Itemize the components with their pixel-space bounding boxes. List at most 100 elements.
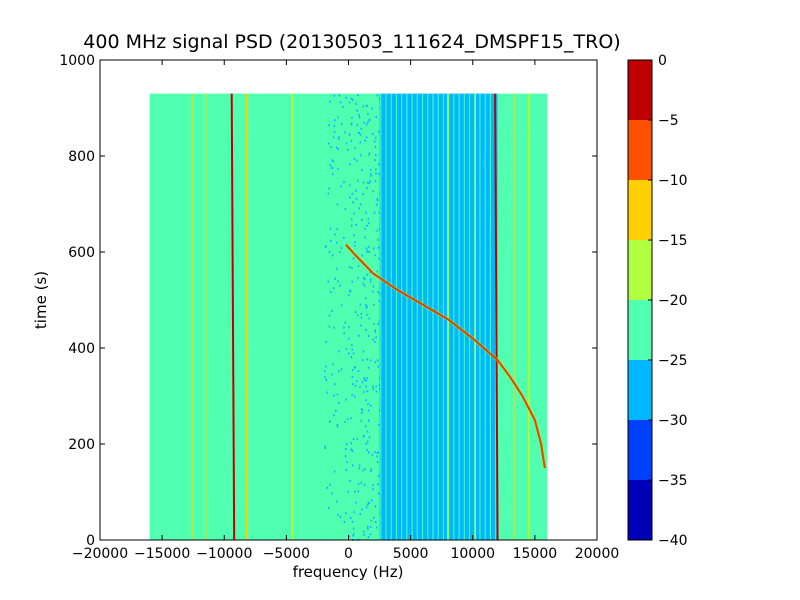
speckle bbox=[367, 504, 369, 507]
speckle bbox=[351, 266, 353, 269]
colorbar-tick-label: −25 bbox=[658, 353, 688, 369]
speckle bbox=[351, 192, 354, 195]
speckle bbox=[378, 257, 380, 260]
colorbar-block bbox=[628, 300, 652, 360]
speckle bbox=[364, 236, 366, 239]
speckle bbox=[333, 326, 335, 329]
speckle bbox=[360, 419, 363, 422]
speckle bbox=[338, 401, 340, 404]
x-tick-label: 10000 bbox=[450, 546, 495, 562]
speckle bbox=[371, 107, 373, 110]
speckle bbox=[329, 164, 332, 167]
speckle bbox=[364, 139, 366, 142]
colorbar-tick-label: −15 bbox=[658, 233, 688, 249]
background-band bbox=[149, 93, 324, 540]
speckle bbox=[349, 184, 351, 187]
speckle bbox=[346, 418, 349, 421]
speckle bbox=[325, 365, 327, 368]
speckle bbox=[357, 490, 359, 493]
colorbar-tick-label: 0 bbox=[658, 53, 667, 69]
speckle bbox=[375, 172, 377, 175]
speckle bbox=[343, 521, 346, 524]
speckle bbox=[378, 172, 380, 175]
speckle bbox=[354, 146, 356, 149]
speckle bbox=[337, 280, 339, 283]
speckle bbox=[354, 366, 357, 369]
speckle bbox=[365, 399, 367, 402]
speckle bbox=[374, 451, 376, 454]
x-tick-label: −20000 bbox=[72, 546, 128, 562]
speckle bbox=[365, 306, 367, 309]
speckle bbox=[339, 284, 341, 287]
speckle bbox=[375, 390, 378, 393]
speckle bbox=[351, 280, 353, 283]
speckle bbox=[340, 368, 343, 371]
speckle bbox=[363, 276, 365, 279]
speckle bbox=[377, 365, 379, 368]
y-tick-label: 400 bbox=[68, 341, 95, 357]
speckle bbox=[367, 536, 370, 539]
speckle bbox=[344, 455, 347, 458]
speckle bbox=[365, 379, 367, 382]
speckle bbox=[361, 411, 363, 414]
speckle bbox=[374, 330, 377, 333]
speckle bbox=[351, 450, 354, 453]
speckle bbox=[332, 136, 335, 139]
speckle bbox=[328, 325, 331, 328]
speckle bbox=[343, 181, 345, 184]
speckle bbox=[335, 409, 337, 412]
speckle bbox=[359, 141, 362, 144]
speckle bbox=[335, 146, 338, 149]
speckle bbox=[365, 304, 367, 307]
speckle bbox=[326, 486, 329, 489]
speckle bbox=[374, 180, 377, 183]
speckle bbox=[345, 469, 348, 472]
speckle bbox=[376, 94, 379, 97]
x-tick-label: −5000 bbox=[263, 546, 310, 562]
speckle bbox=[367, 402, 369, 405]
carrier-line bbox=[494, 93, 499, 541]
speckle bbox=[369, 280, 372, 283]
colorbar-block bbox=[628, 120, 652, 180]
speckle bbox=[375, 136, 377, 139]
carrier-line bbox=[230, 93, 236, 541]
speckle bbox=[372, 387, 375, 390]
speckle bbox=[346, 148, 349, 151]
speckle bbox=[362, 105, 365, 108]
speckle bbox=[372, 338, 374, 341]
speckle bbox=[375, 168, 377, 171]
speckle bbox=[361, 254, 363, 257]
speckle bbox=[378, 384, 381, 387]
speckle bbox=[355, 223, 357, 226]
speckle bbox=[337, 167, 339, 170]
speckle bbox=[367, 409, 370, 412]
speckle bbox=[352, 257, 355, 260]
y-tick-label: 200 bbox=[68, 437, 95, 453]
speckle bbox=[358, 207, 360, 210]
speckle bbox=[366, 440, 369, 443]
speckle bbox=[351, 369, 354, 372]
speckle bbox=[356, 124, 359, 127]
speckle bbox=[372, 385, 374, 388]
speckle bbox=[348, 294, 350, 297]
speckle bbox=[350, 140, 353, 143]
speckle bbox=[333, 125, 336, 128]
speckle bbox=[338, 350, 340, 353]
colorbar-tick-label: −5 bbox=[658, 113, 679, 129]
speckle bbox=[370, 278, 372, 281]
speckle bbox=[354, 490, 356, 493]
speckle bbox=[329, 227, 332, 230]
speckle bbox=[369, 271, 371, 274]
speckle bbox=[356, 438, 359, 441]
x-tick-label: 0 bbox=[344, 546, 353, 562]
speckle bbox=[327, 192, 330, 195]
speckle bbox=[354, 311, 357, 314]
speckle bbox=[366, 104, 368, 107]
speckle bbox=[366, 390, 369, 393]
speckle bbox=[368, 501, 370, 504]
colorbar-block bbox=[628, 180, 652, 240]
speckle bbox=[374, 154, 377, 157]
speckle bbox=[352, 98, 354, 101]
speckle bbox=[338, 136, 340, 139]
y-axis-ticks: 0 200 400 600 800 1000 bbox=[59, 53, 597, 549]
